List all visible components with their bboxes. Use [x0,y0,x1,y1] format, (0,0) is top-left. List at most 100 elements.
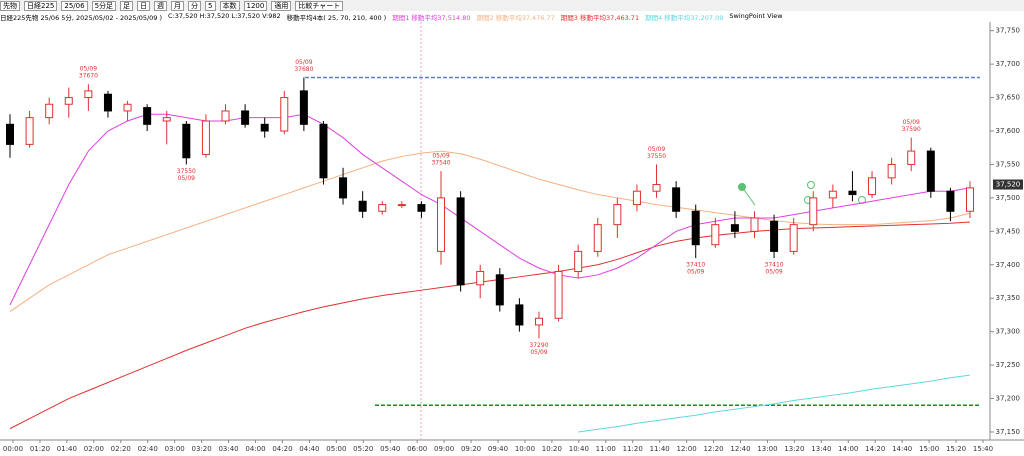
legend-item: 期間4 移動平均37,207.09 [645,14,724,22]
x-tick-label: 00:00 [3,445,23,453]
x-tick-label: 15:40 [973,445,993,453]
x-tick-label: 04:40 [299,445,319,453]
candle-body [241,110,250,125]
candle-body [45,103,54,119]
candle-body [672,187,681,212]
x-tick-label: 13:00 [757,445,777,453]
x-tick-label: 03:20 [192,445,212,453]
candle-body [6,123,14,145]
candle-body [417,204,426,212]
candle-body [887,163,896,179]
x-tick-label: 09:00 [434,445,454,453]
ma-line [9,113,971,306]
x-tick-label: 05:40 [380,445,400,453]
candle-body [574,250,583,272]
x-tick-label: 12:40 [730,445,750,453]
x-tick-label: 01:40 [57,445,77,453]
ma-line [9,221,971,430]
x-tick-label: 01:20 [30,445,50,453]
y-tick-label: 37,500 [996,194,1021,202]
x-tick-label: 03:00 [165,445,185,453]
candle-body [730,224,739,232]
x-tick-label: 03:40 [218,445,238,453]
x-tick-label: 12:00 [677,445,697,453]
toolbar-item: 1200 [243,0,268,11]
x-tick-label: 10:40 [569,445,589,453]
candle-body [946,190,955,212]
toolbar-item: 日 [137,0,151,11]
candle-body [593,224,602,252]
toolbar-item: 足 [120,0,134,11]
annotation-price: 37410 [686,262,705,269]
x-tick-label: 02:20 [111,445,131,453]
candle-body [652,184,661,192]
toolbar-item: 分 [188,0,202,11]
candle-body [691,210,700,246]
candle-body [103,93,112,112]
toolbar-item: 本数 [219,0,240,11]
x-tick-label: 06:00 [407,445,427,453]
header: 日経225先物 25/06 5分, 2025/05/02 - 2025/05/0… [0,12,990,22]
candle-body [907,150,916,165]
candle-body [770,220,779,252]
candle-body [358,200,367,212]
toolbar-item: 5分足 [91,0,117,11]
symbol: 日経225先物 25/06 5分, 2025/05/02 - 2025/05/0… [0,14,163,22]
annotation-date: 05/09 [687,269,704,276]
x-tick-label: 15:20 [946,445,966,453]
candle-body [339,177,348,199]
annotation-price: 37290 [529,342,548,349]
candle-body [554,270,563,319]
annotation-date: 05/09 [178,175,195,182]
y-tick-label: 37,750 [996,27,1021,35]
candle-body [828,190,837,199]
x-tick-label: 11:20 [623,445,643,453]
annotation-price: 37410 [765,262,784,269]
y-tick-label: 37,200 [996,395,1021,403]
candle-body [534,317,543,326]
y-tick-label: 37,250 [996,361,1021,369]
x-tick-label: 12:20 [703,445,723,453]
annotation-price: 37550 [177,168,196,175]
toolbar-item: 月 [171,0,185,11]
toolbar-item: 先物 [0,0,20,11]
annotation-date: 05/09 [765,269,782,276]
x-tick-label: 09:20 [461,445,481,453]
swing-point [858,196,866,204]
y-tick-label: 37,150 [996,428,1021,436]
candle-body [299,90,308,125]
last-price-box [993,179,1023,190]
y-tick-label: 37,400 [996,261,1021,269]
candle-body [162,117,171,122]
y-tick-label: 37,300 [996,328,1021,336]
annotation-price: 37550 [647,153,666,160]
legend-item: 期間3 移動平均37,463.71 [560,14,640,22]
annotation-date: 05/09 [903,119,920,126]
candle-body [397,204,406,207]
annotation-price: 37540 [431,160,450,167]
candle-body [280,97,289,132]
toolbar: 先物 日経225 25/06 5分足足日週月分 5 本数 1200 適用 比較チャート [0,0,1024,11]
x-tick-label: 11:40 [650,445,670,453]
x-tick-label: 02:00 [84,445,104,453]
view: SwingPoint View [729,12,783,20]
candle-body [201,120,210,155]
candle-body [966,187,974,212]
x-tick-label: 10:20 [542,445,562,453]
ma-line [9,150,971,313]
candle-body [260,123,269,132]
x-tick-label: 04:00 [245,445,265,453]
candle-body [456,197,465,286]
candle-body [750,217,759,232]
annotation-date: 05/09 [648,146,665,153]
x-tick-label: 14:00 [838,445,858,453]
candle-body [319,123,328,179]
candle-body [711,224,720,246]
candle-body [143,107,152,125]
y-tick-label: 37,550 [996,160,1021,168]
x-tick-label: 04:20 [272,445,292,453]
toolbar-item: 適用 [271,0,292,11]
candle-body [476,270,485,286]
